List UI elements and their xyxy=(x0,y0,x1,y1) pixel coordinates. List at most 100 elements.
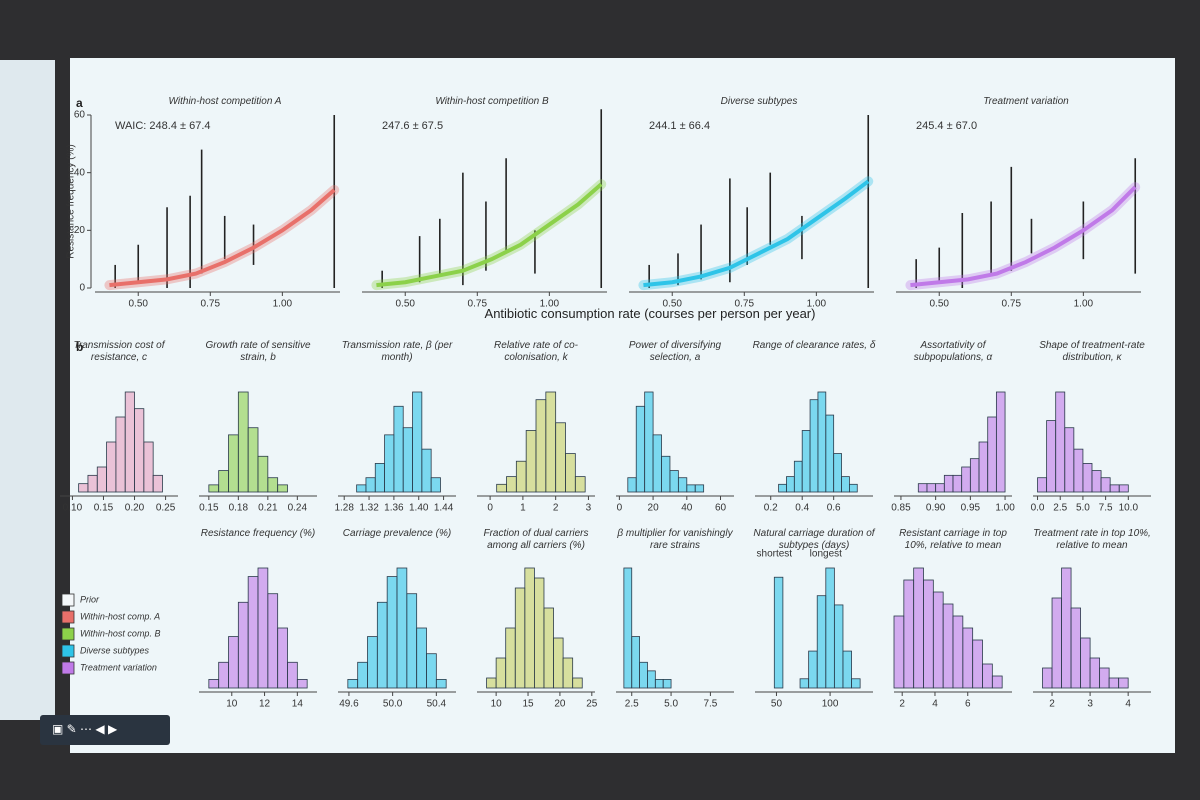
histogram-bar xyxy=(1109,484,1120,493)
chart-title: Power of diversifying selection, a xyxy=(628,340,722,363)
x-tick-label: 2 xyxy=(553,503,559,514)
histogram-bar xyxy=(505,627,516,689)
histogram-bar xyxy=(1118,677,1129,689)
x-tick-label: 1.00 xyxy=(995,503,1015,514)
histogram-bar xyxy=(534,577,545,689)
chart-title: Resistance frequency (%) xyxy=(200,528,316,539)
fit-line xyxy=(643,179,870,288)
chart-title: Diverse subtypes xyxy=(720,96,798,107)
histogram-bar xyxy=(809,399,819,493)
x-tick-label: 5.0 xyxy=(664,699,678,710)
histogram-bar xyxy=(1089,657,1101,689)
histogram-bar xyxy=(87,474,98,493)
x-tick-label: 0.50 xyxy=(930,299,950,310)
x-tick-label: 1.00 xyxy=(1074,299,1094,310)
histogram-bar xyxy=(932,591,944,689)
histogram-bar xyxy=(801,430,811,493)
x-tick-label: 60 xyxy=(715,503,727,514)
annotation: 245.4 ± 67.0 xyxy=(916,120,977,132)
histogram-bar xyxy=(574,476,586,493)
x-tick-label: 5.0 xyxy=(1076,503,1090,514)
legend-swatch xyxy=(61,610,75,624)
x-tick-label: 40 xyxy=(681,503,693,514)
histogram-bar xyxy=(565,453,576,493)
chart-title: Natural carriage duration of subtypes (d… xyxy=(753,528,875,551)
chart-title: Range of clearance rates, δ xyxy=(752,340,876,351)
histogram-bar xyxy=(833,453,842,493)
histogram-bar xyxy=(661,455,671,493)
chart-title: Transmission rate, β (per month) xyxy=(341,340,453,363)
y-tick-label: 0 xyxy=(79,283,85,294)
annotation: 247.6 ± 67.5 xyxy=(382,120,443,132)
toolbar-icons[interactable]: ▣ ✎ ⋯ ◀ ▶ xyxy=(52,722,118,736)
legend-label: Within-host comp. B xyxy=(80,628,160,638)
histogram-bar xyxy=(817,391,827,493)
legend-label: Within-host comp. A xyxy=(80,611,160,621)
fit-line xyxy=(910,185,1137,288)
histogram-bar xyxy=(647,670,656,689)
presentation-toolbar[interactable] xyxy=(40,715,170,745)
histogram-bar xyxy=(553,637,564,689)
x-tick-label: 15 xyxy=(522,699,534,710)
x-tick-label: 10.0 xyxy=(1119,503,1139,514)
histogram-bar xyxy=(1118,484,1129,493)
histogram-bar xyxy=(1037,477,1048,493)
annotation: 244.1 ± 66.4 xyxy=(649,120,710,132)
histogram-bar xyxy=(833,604,844,689)
histogram-bar xyxy=(654,679,664,689)
x-tick-label: 1.00 xyxy=(807,299,827,310)
histogram-bar xyxy=(421,448,432,493)
x-tick-label: 2.5 xyxy=(1053,503,1067,514)
x-tick-label: 0.50 xyxy=(663,299,683,310)
histogram-bar xyxy=(267,593,279,689)
histogram-bar xyxy=(374,463,385,493)
chart-title: Resistant carriage in top 10%, relative … xyxy=(899,528,1007,551)
chart-title: Treatment rate in top 10%, relative to m… xyxy=(1033,528,1151,551)
x-tick-label: 7.5 xyxy=(703,699,717,710)
chart-title: Within-host competition A xyxy=(168,96,282,107)
panel-label: a xyxy=(76,96,83,110)
histogram-bar xyxy=(1061,567,1072,689)
histogram-bar xyxy=(962,627,974,689)
histogram-bar xyxy=(396,567,408,689)
histogram-bar xyxy=(669,470,679,493)
histogram-bar xyxy=(78,483,89,493)
histogram-bar xyxy=(808,650,818,689)
histogram-bar xyxy=(627,477,637,493)
chart-title: Growth rate of sensitive strain, b xyxy=(205,340,311,363)
x-tick-label: 49.6 xyxy=(339,699,359,710)
histogram-bar xyxy=(515,460,527,493)
histogram-bar xyxy=(644,391,654,493)
x-tick-label: 50 xyxy=(771,699,783,710)
x-tick-label: 0.0 xyxy=(1031,503,1045,514)
previous-slide xyxy=(0,60,55,720)
x-tick-label: 100 xyxy=(822,699,839,710)
histogram-bar xyxy=(849,483,858,493)
histogram-bar xyxy=(1091,470,1102,493)
histogram-bar xyxy=(514,587,526,689)
histogram-bar xyxy=(972,639,983,689)
histogram-bar xyxy=(943,474,954,493)
x-tick-label: 0.6 xyxy=(827,503,841,514)
histogram-bar xyxy=(825,567,835,689)
shared-x-label: Antibiotic consumption rate (courses per… xyxy=(484,306,816,321)
histogram-bar xyxy=(237,391,249,493)
x-tick-label: 10 xyxy=(226,699,238,710)
histogram-bar xyxy=(893,615,905,689)
chart-title: Transmission cost of resistance, c xyxy=(73,340,165,363)
histogram-bar xyxy=(402,427,413,493)
x-tick-label: 0.2 xyxy=(764,503,778,514)
x-tick-label: 14 xyxy=(292,699,304,710)
histogram-bar xyxy=(1051,597,1062,689)
x-tick-label: 1.00 xyxy=(273,299,293,310)
chart-title: Carriage prevalence (%) xyxy=(342,528,452,539)
histogram-bar xyxy=(277,484,288,493)
fit-line xyxy=(376,182,603,288)
histogram-bar xyxy=(799,678,810,689)
histogram-bar xyxy=(995,391,1006,493)
chart-title: Within-host competition B xyxy=(435,96,549,107)
fit-line xyxy=(109,188,336,288)
x-tick-label: 0.15 xyxy=(94,503,114,514)
histogram-bar xyxy=(773,576,784,689)
